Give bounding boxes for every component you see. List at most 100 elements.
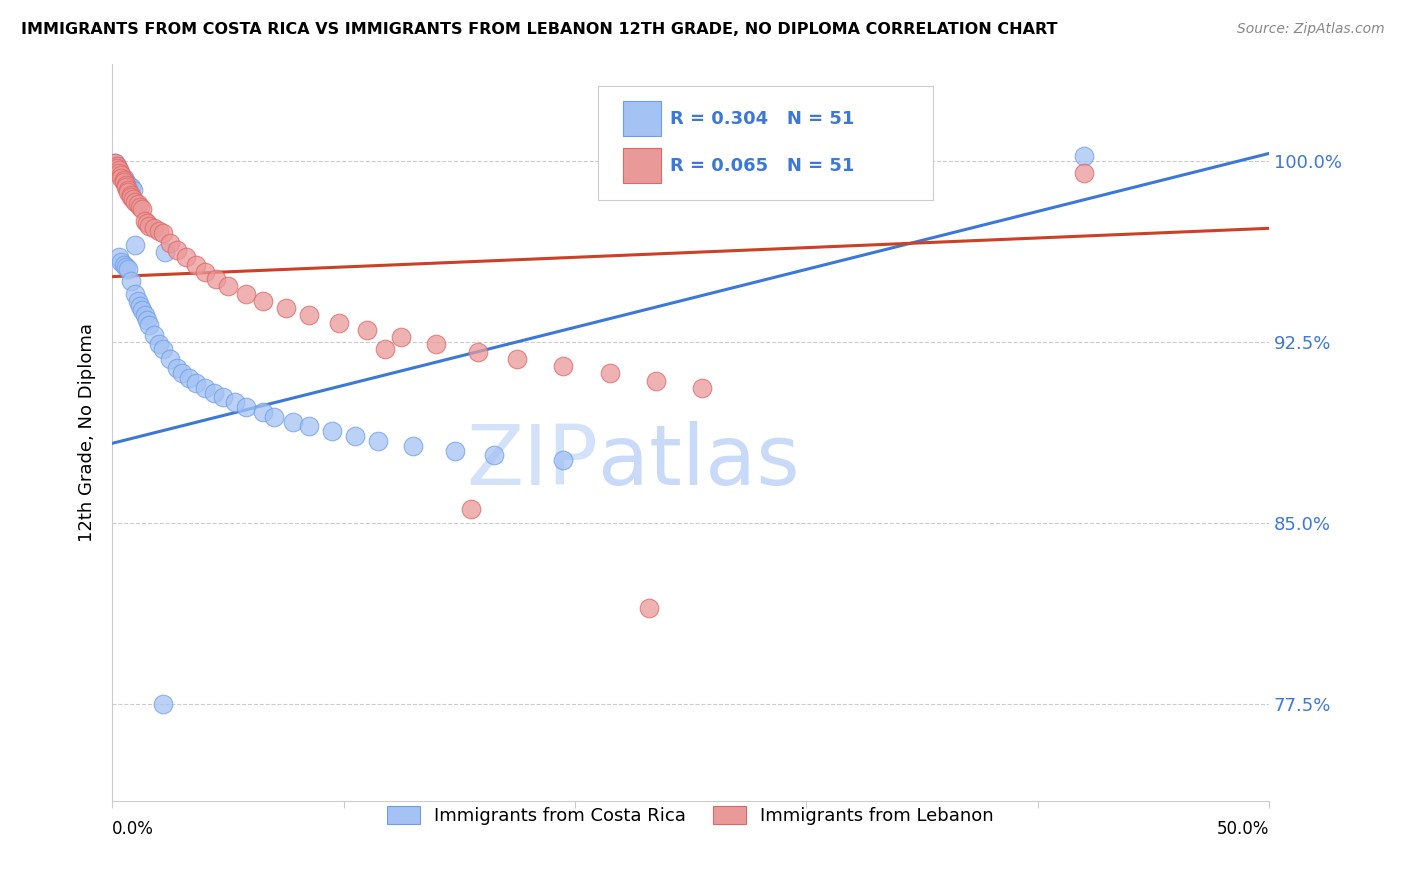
- Point: [142, 221, 165, 235]
- Point: [108, 250, 131, 264]
- Point: [184, 258, 207, 272]
- Point: [553, 453, 575, 467]
- Point: [482, 449, 505, 463]
- Point: [298, 419, 321, 434]
- Point: [138, 219, 160, 233]
- Point: [110, 168, 132, 182]
- Point: [205, 272, 228, 286]
- Point: [235, 400, 257, 414]
- Point: [644, 374, 666, 388]
- Point: [103, 156, 125, 170]
- Bar: [623, 101, 661, 136]
- Point: [134, 214, 156, 228]
- Point: [321, 424, 343, 438]
- Point: [117, 185, 139, 199]
- Point: [638, 600, 661, 615]
- Point: [131, 202, 153, 216]
- Text: atlas: atlas: [598, 421, 800, 502]
- Point: [112, 170, 135, 185]
- Point: [110, 255, 132, 269]
- Point: [138, 318, 160, 332]
- Text: IMMIGRANTS FROM COSTA RICA VS IMMIGRANTS FROM LEBANON 12TH GRADE, NO DIPLOMA COR: IMMIGRANTS FROM COSTA RICA VS IMMIGRANTS…: [21, 22, 1057, 37]
- Point: [152, 342, 174, 356]
- Bar: [623, 148, 661, 184]
- Point: [391, 330, 413, 344]
- Point: [131, 303, 153, 318]
- Point: [443, 443, 465, 458]
- Point: [105, 159, 128, 173]
- Point: [467, 344, 489, 359]
- Point: [344, 429, 367, 443]
- Point: [105, 161, 128, 175]
- Point: [108, 166, 131, 180]
- Point: [252, 293, 274, 308]
- Point: [194, 265, 217, 279]
- Point: [170, 366, 193, 380]
- Point: [115, 180, 138, 194]
- Text: 50.0%: 50.0%: [1216, 820, 1270, 838]
- Point: [217, 279, 239, 293]
- Point: [142, 327, 165, 342]
- Point: [103, 156, 125, 170]
- Point: [367, 434, 389, 448]
- Point: [374, 342, 396, 356]
- Point: [224, 395, 246, 409]
- Point: [124, 238, 146, 252]
- Point: [155, 245, 177, 260]
- Point: [112, 258, 135, 272]
- Point: [124, 194, 146, 209]
- Point: [148, 337, 170, 351]
- Point: [112, 173, 135, 187]
- Point: [166, 361, 188, 376]
- Point: [127, 293, 149, 308]
- Point: [184, 376, 207, 390]
- Text: Source: ZipAtlas.com: Source: ZipAtlas.com: [1237, 22, 1385, 37]
- Point: [120, 190, 142, 204]
- Point: [263, 409, 285, 424]
- Point: [298, 308, 321, 322]
- Text: R = 0.065   N = 51: R = 0.065 N = 51: [669, 157, 853, 175]
- Point: [402, 439, 425, 453]
- Point: [117, 183, 139, 197]
- Point: [136, 313, 159, 327]
- Point: [356, 323, 378, 337]
- Point: [122, 183, 145, 197]
- Point: [281, 415, 304, 429]
- Text: R = 0.304   N = 51: R = 0.304 N = 51: [669, 110, 853, 128]
- Point: [1073, 149, 1095, 163]
- Point: [460, 501, 482, 516]
- Point: [110, 170, 132, 185]
- Point: [202, 385, 225, 400]
- Point: [117, 178, 139, 192]
- Point: [174, 250, 197, 264]
- Point: [235, 286, 257, 301]
- Text: 0.0%: 0.0%: [112, 820, 155, 838]
- Point: [127, 197, 149, 211]
- Point: [108, 163, 131, 178]
- Point: [177, 371, 200, 385]
- Point: [129, 200, 152, 214]
- Point: [159, 351, 181, 366]
- Point: [108, 163, 131, 178]
- Point: [425, 337, 447, 351]
- Point: [120, 187, 142, 202]
- Point: [328, 316, 350, 330]
- Point: [159, 235, 181, 250]
- Point: [506, 351, 529, 366]
- Y-axis label: 12th Grade, No Diploma: 12th Grade, No Diploma: [79, 323, 96, 542]
- Point: [1073, 166, 1095, 180]
- Point: [148, 224, 170, 238]
- Point: [690, 381, 713, 395]
- Point: [252, 405, 274, 419]
- Point: [194, 381, 217, 395]
- Point: [120, 180, 142, 194]
- Point: [117, 262, 139, 277]
- Text: ZIP: ZIP: [467, 421, 598, 502]
- Point: [105, 161, 128, 175]
- Point: [124, 286, 146, 301]
- Point: [105, 159, 128, 173]
- Point: [122, 192, 145, 206]
- Point: [110, 168, 132, 182]
- Point: [120, 275, 142, 289]
- FancyBboxPatch shape: [598, 87, 934, 201]
